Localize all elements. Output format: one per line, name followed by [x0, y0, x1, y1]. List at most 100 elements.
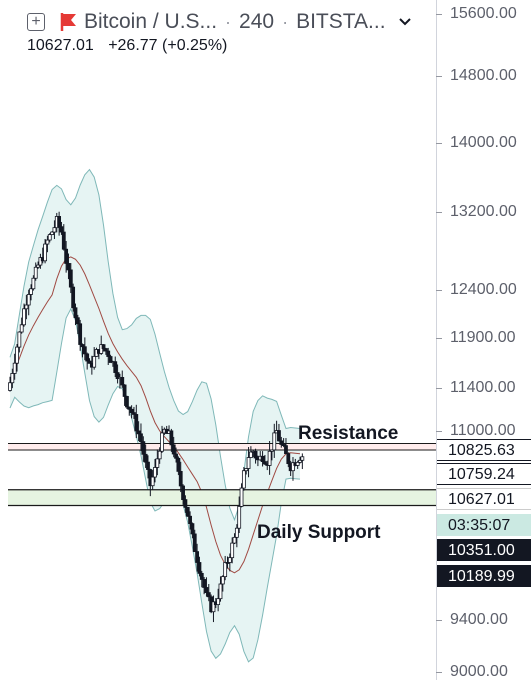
bollinger-fill	[10, 169, 300, 662]
axis-tick: 14000.00	[436, 133, 531, 153]
candle-body	[190, 523, 195, 535]
candle-body	[211, 601, 216, 613]
candle-body	[206, 592, 211, 598]
candle-body	[195, 551, 199, 563]
candle-body	[160, 432, 164, 452]
interval-label[interactable]: 240	[239, 10, 275, 33]
chevron-down-icon[interactable]	[398, 17, 412, 27]
candle-body	[125, 396, 129, 408]
candle-body	[171, 444, 176, 455]
candle-body	[73, 307, 78, 319]
exchange-label[interactable]: BITSTA...	[296, 10, 386, 33]
candle-body	[237, 506, 242, 529]
candle-body	[181, 485, 185, 501]
candle-body	[129, 408, 134, 413]
candle-body	[99, 344, 104, 354]
candle-body	[52, 227, 57, 233]
price-label: 03:35:07	[437, 514, 531, 536]
candle-body	[284, 445, 288, 455]
candle-body	[113, 361, 118, 373]
axis-tick: 12400.00	[436, 280, 531, 300]
symbol-name[interactable]: Bitcoin / U.S...	[84, 10, 218, 33]
candle-body	[192, 533, 197, 553]
candle-body	[61, 231, 66, 250]
candle-body	[78, 323, 83, 345]
candle-body	[248, 451, 253, 458]
candle-body	[24, 304, 29, 310]
candle-body	[75, 317, 80, 325]
candle-body	[199, 572, 204, 580]
candle-body	[122, 384, 127, 397]
flag-icon[interactable]	[60, 12, 78, 32]
candle-body	[146, 461, 150, 470]
candle-body	[178, 470, 183, 487]
candle-body	[225, 562, 230, 564]
candle-body	[246, 457, 251, 469]
candle-body	[223, 562, 228, 578]
candle-body	[286, 453, 291, 465]
separator-dot: ·	[282, 11, 289, 32]
price-label: 10627.01	[437, 488, 531, 510]
price-label: 10189.99	[437, 565, 531, 587]
candle-body	[87, 360, 92, 364]
axis-tick: 14800.00	[436, 66, 531, 86]
price-axis-border	[436, 0, 437, 680]
price-change: +26.77 (+0.25%)	[108, 37, 228, 54]
axis-tick: 11000.00	[436, 421, 531, 441]
candle-body	[31, 277, 36, 290]
candle-body	[127, 406, 132, 410]
candle-body	[263, 461, 267, 465]
candle-body	[150, 476, 155, 487]
candle-body	[176, 457, 181, 472]
candle-body	[153, 467, 157, 478]
candle-body	[169, 430, 174, 446]
candle-body	[232, 536, 237, 544]
candle-body	[185, 507, 190, 517]
candle-body	[19, 324, 24, 333]
candle-body	[10, 373, 15, 384]
price-info: 10627.01 +26.77 (+0.25%)	[27, 37, 237, 55]
candle-body	[15, 346, 19, 364]
candle-body	[227, 557, 232, 563]
bollinger-lower	[9, 307, 301, 663]
support-zone	[8, 489, 436, 506]
candle-body	[218, 583, 223, 600]
candle-body	[50, 231, 54, 235]
candle-body	[136, 430, 141, 435]
axis-tick: 13200.00	[436, 202, 531, 222]
candle-body	[239, 487, 244, 507]
candle-body	[267, 450, 272, 466]
candle-body	[260, 455, 265, 462]
candle-body	[298, 459, 302, 463]
candle-body	[277, 430, 281, 442]
candle-body	[202, 579, 207, 588]
candle-body	[64, 248, 69, 264]
symbol-selector[interactable]: Bitcoin / U.S... · 240 · BITSTA...	[60, 8, 412, 36]
candle-body	[33, 266, 38, 279]
support-label: Daily Support	[257, 522, 381, 543]
candle-body	[57, 216, 62, 228]
price-label: 10759.24	[437, 463, 531, 485]
price-chart[interactable]	[0, 0, 436, 680]
bollinger-basis	[9, 256, 301, 574]
candle-body	[141, 441, 146, 455]
candle-body	[59, 226, 64, 233]
candle-body	[241, 470, 246, 489]
candle-body	[295, 461, 300, 466]
candle-body	[253, 450, 258, 459]
candle-body	[22, 308, 26, 326]
candle-body	[183, 499, 188, 508]
add-symbol-button[interactable]: +	[27, 13, 45, 31]
candle-body	[82, 346, 87, 355]
candle-body	[36, 264, 40, 268]
candle-body	[80, 344, 85, 348]
candle-body	[272, 432, 277, 451]
candle-body	[291, 462, 295, 472]
candle-body	[103, 348, 108, 352]
candle-body	[47, 234, 52, 241]
candle-body	[155, 458, 160, 468]
candle-body	[29, 288, 33, 295]
candle-body	[85, 353, 90, 362]
price-label: 10351.00	[437, 539, 531, 561]
candle-body	[68, 269, 73, 288]
